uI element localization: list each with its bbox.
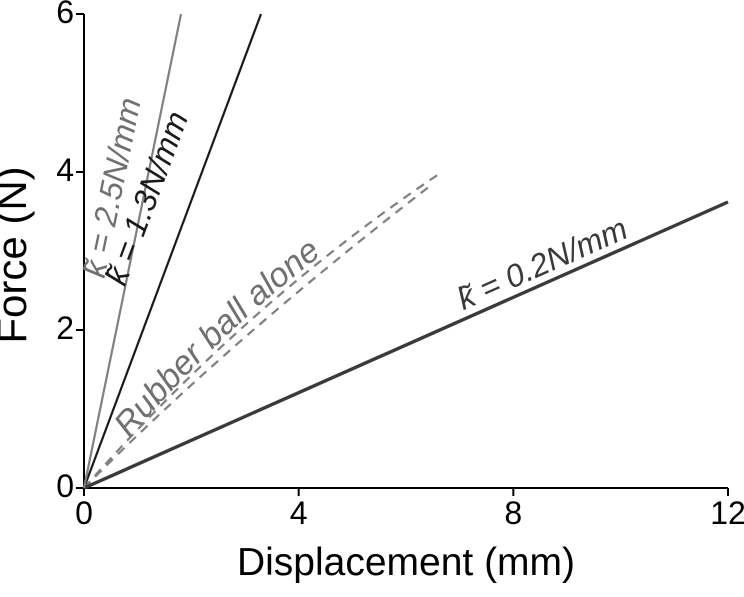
svg-text:4: 4	[290, 495, 308, 531]
svg-text:6: 6	[56, 0, 74, 30]
svg-text:2: 2	[56, 310, 74, 346]
svg-text:0: 0	[75, 495, 93, 531]
svg-text:0: 0	[56, 468, 74, 504]
svg-text:4: 4	[56, 152, 74, 188]
svg-text:12: 12	[710, 495, 744, 531]
svg-text:k̃ = 0.2N/mm: k̃ = 0.2N/mm	[451, 210, 632, 317]
svg-text:Displacement (mm): Displacement (mm)	[237, 541, 575, 584]
svg-text:8: 8	[504, 495, 522, 531]
svg-text:Force (N): Force (N)	[0, 166, 35, 343]
